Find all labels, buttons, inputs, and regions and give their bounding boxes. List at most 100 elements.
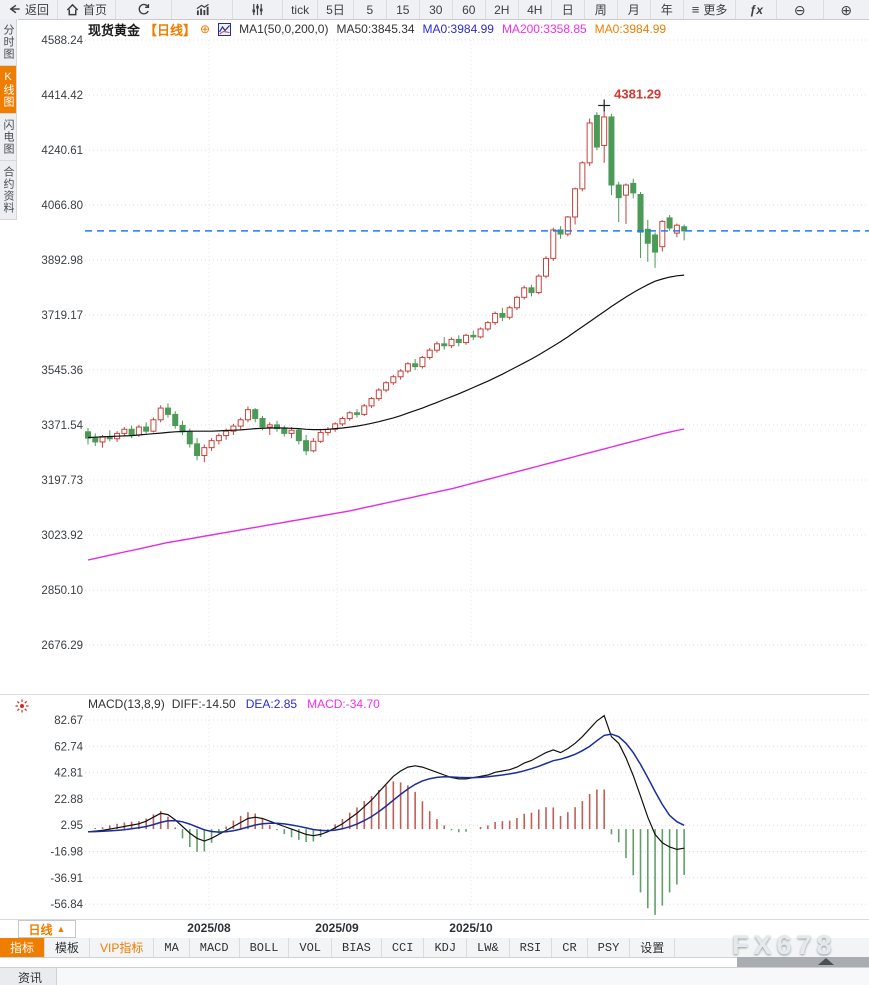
ma0-orange-value: MA0:3984.99 [594,22,667,36]
x-axis-label: 2025/09 [315,921,359,935]
back-button[interactable]: 返回 [0,0,59,19]
zoom-out-button[interactable]: ⊖ [777,0,824,19]
tab-CR[interactable]: CR [552,938,588,957]
formula-button[interactable]: ƒx [736,0,777,19]
back-arrow-icon [8,3,21,16]
sidebar-item-kline[interactable]: K线图 [0,66,17,114]
zoom-in-icon: ⊕ [840,1,853,18]
indicator-tabs-row: 指标 模板 VIP指标 MA MACD BOLL VOL BIAS CCI KDJ LW& RSI CR… [0,938,869,958]
peak-annotation: 4381.29 [598,86,661,112]
sidebar-item-time-share[interactable]: 分时图 [0,19,17,66]
toolbar: 返回 首页 tick 5日 5 15 30 60 2H 4H 日周月年 ≡ 更多 ƒx ⊖ … [0,0,869,20]
x-axis-label: 2025/10 [449,921,493,935]
tab-MACD[interactable]: MACD [190,938,240,957]
svg-text:4414.42: 4414.42 [41,90,83,102]
watermark: FX678 [732,930,837,960]
news-tab[interactable]: 资讯 [0,968,58,985]
sliders-icon [251,3,264,16]
macd-header: MACD(13,8,9) DIFF:-14.50 DEA:2.85 MACD:-… [88,697,380,711]
tab-PSY[interactable]: PSY [588,938,631,957]
zoom-out-icon: ⊖ [793,1,806,18]
macd-histogram [94,781,685,915]
tick-button[interactable]: tick [283,0,319,19]
bar-chart-icon [195,3,210,16]
svg-text:4381.29: 4381.29 [614,86,661,101]
svg-text:4588.24: 4588.24 [41,35,83,47]
chart-type-button[interactable] [172,0,233,19]
zoom-in-button[interactable]: ⊕ [824,0,869,19]
svg-text:2676.29: 2676.29 [41,640,83,652]
left-sidebar: 分时图 K线图 闪电图 合约资料 [0,19,18,220]
sidebar-item-lightning[interactable]: 闪电图 [0,114,17,161]
interval-button-周[interactable]: 周 [585,0,618,19]
svg-text:-16.98: -16.98 [50,847,83,859]
svg-text:3892.98: 3892.98 [41,255,83,267]
main-chart-svg[interactable]: 4588.24 4414.42 4240.61 4066.80 3892.98 3719.… [0,19,869,695]
macd-formula: MACD(13,8,9) [88,697,165,711]
more-label: 更多 [703,3,728,17]
indicator-settings-button[interactable] [233,0,284,19]
svg-text:42.81: 42.81 [54,768,83,780]
interval-button-60[interactable]: 60 [453,0,486,19]
tab-VIP指标[interactable]: VIP指标 [90,938,155,957]
ma50-line [87,274,685,439]
ma-legend-icon[interactable] [218,22,232,36]
more-button[interactable]: ≡ 更多 [684,0,737,19]
home-button[interactable]: 首页 [58,0,117,19]
tab-BIAS[interactable]: BIAS [332,938,382,957]
tab-CCI[interactable]: CCI [382,938,425,957]
panel-separator [0,694,869,695]
ma200-line [87,428,685,561]
scroll-strip[interactable] [737,957,869,967]
tab-设置[interactable]: 设置 [630,938,676,957]
macd-diff-value: DIFF:-14.50 [171,697,236,711]
ma50-value: MA50:3845.34 [336,22,415,36]
indicator-settings-sun-icon[interactable] [15,699,29,713]
interval-button-4H[interactable]: 4H [519,0,552,19]
interval-button-年[interactable]: 年 [651,0,684,19]
tick-label: tick [291,2,310,17]
tab-BOLL[interactable]: BOLL [240,938,290,957]
five-day-label: 5日 [326,3,345,17]
main-gridlines: 4588.24 4414.42 4240.61 4066.80 3892.98 3719.… [41,35,869,652]
tab-MA[interactable]: MA [154,938,190,957]
svg-text:4066.80: 4066.80 [41,200,83,212]
tab-RSI[interactable]: RSI [510,938,553,957]
interval-button-2H[interactable]: 2H [486,0,519,19]
news-label: 资讯 [18,970,43,985]
refresh-icon [137,3,150,16]
svg-text:-36.91: -36.91 [50,873,83,885]
macd-chart-svg[interactable]: 82.67 62.74 42.81 22.88 2.95 -16.98 -36.91 -56.… [0,712,869,917]
svg-text:2850.10: 2850.10 [41,585,83,597]
tab-模板[interactable]: 模板 [45,938,91,957]
candles-layer [85,105,688,463]
chart-title: 现货黄金 【日线】 ⊕ MA1(50,0,200,0) MA50:3845.34… [88,21,667,38]
scroll-up-icon[interactable] [818,958,834,965]
tab-VOL[interactable]: VOL [289,938,333,957]
fx-label: ƒx [749,2,763,17]
menu-icon: ≡ [691,2,700,17]
period-selector-label: 日线 [28,922,53,937]
dea-line [87,733,685,833]
expand-icon[interactable]: ⊕ [200,22,211,36]
interval-button-日[interactable]: 日 [552,0,585,19]
interval-button-30[interactable]: 30 [420,0,453,19]
interval-button-15[interactable]: 15 [387,0,420,19]
refresh-button[interactable] [116,0,173,19]
tab-指标[interactable]: 指标 [0,938,46,957]
home-label: 首页 [83,3,108,17]
period-selector[interactable]: 日线 ▲ [18,920,76,938]
back-label: 返回 [25,3,50,17]
tab-KDJ[interactable]: KDJ [424,938,468,957]
macd-value: MACD:-34.70 [307,697,380,711]
interval-button-月[interactable]: 月 [618,0,651,19]
sidebar-item-contract-info[interactable]: 合约资料 [0,161,17,220]
ma200-value: MA200:3358.85 [501,22,587,36]
tab-LW&[interactable]: LW& [467,938,510,957]
home-icon [66,3,79,16]
bottom-bar-rest [57,968,869,985]
five-day-button[interactable]: 5日 [318,0,354,19]
ma0-blue-value: MA0:3984.99 [422,22,494,36]
interval-button-5[interactable]: 5 [354,0,387,19]
